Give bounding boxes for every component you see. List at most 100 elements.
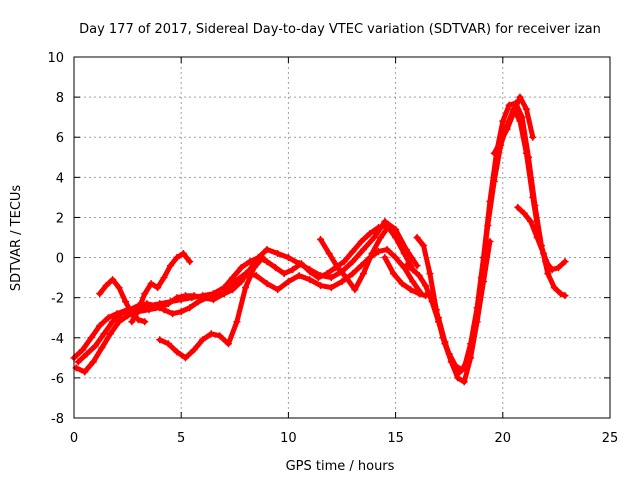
data-point <box>522 149 530 157</box>
x-tick-label: 25 <box>602 431 619 446</box>
x-tick-label: 15 <box>387 431 404 446</box>
series-arc-5 <box>128 250 194 326</box>
data-point <box>190 292 198 300</box>
data-point <box>366 229 374 237</box>
data-point <box>263 280 271 288</box>
data-point <box>359 270 367 278</box>
data-point <box>514 203 522 211</box>
series-arc-6 <box>156 254 267 362</box>
x-tick-label: 10 <box>280 431 297 446</box>
data-point <box>402 262 410 270</box>
data-point <box>96 290 104 298</box>
data-point <box>98 344 106 352</box>
data-point <box>306 266 314 274</box>
data-point <box>181 292 189 300</box>
data-point <box>473 318 481 326</box>
y-tick-label: 6 <box>56 131 64 146</box>
data-point <box>340 258 348 266</box>
x-tick-label: 0 <box>70 431 78 446</box>
data-point <box>561 258 569 266</box>
data-point <box>357 238 365 246</box>
data-point <box>422 282 430 290</box>
data-point <box>522 105 530 113</box>
data-point <box>381 254 389 262</box>
data-point <box>540 250 548 258</box>
y-tick-label: 10 <box>47 51 64 66</box>
data-point <box>349 270 357 278</box>
data-point <box>79 346 87 354</box>
data-point <box>289 266 297 274</box>
data-point <box>550 284 558 292</box>
data-point <box>121 298 129 306</box>
y-axis-label: SDTVAR / TECUs <box>9 185 24 292</box>
data-point <box>242 284 250 292</box>
data-point <box>169 310 177 318</box>
data-point <box>306 276 314 284</box>
data-point <box>83 350 91 358</box>
data-point <box>263 246 271 254</box>
data-point <box>409 278 417 286</box>
data-point <box>415 290 423 298</box>
series-trace <box>515 204 553 273</box>
data-point <box>250 264 258 272</box>
y-tick-label: 8 <box>56 91 64 106</box>
data-point <box>484 221 492 229</box>
data-point <box>147 280 155 288</box>
data-point <box>555 264 563 272</box>
data-point <box>177 308 185 316</box>
data-point <box>486 238 494 246</box>
data-point <box>516 117 524 125</box>
data-point <box>246 258 254 266</box>
data-point <box>102 282 110 290</box>
data-point <box>557 290 565 298</box>
data-point <box>117 310 125 318</box>
y-tick-label: 2 <box>56 211 64 226</box>
y-tick-label: 4 <box>56 171 64 186</box>
data-point <box>109 276 117 284</box>
data-point <box>544 270 552 278</box>
series-arc-12 <box>490 93 537 157</box>
data-point <box>81 368 89 376</box>
data-point <box>134 306 142 314</box>
data-point <box>141 290 149 298</box>
x-tick-label: 5 <box>177 431 185 446</box>
data-point <box>179 250 187 258</box>
data-point <box>447 358 455 366</box>
data-point <box>106 330 114 338</box>
data-point <box>100 330 108 338</box>
data-point <box>409 266 417 274</box>
y-tick-label: -2 <box>51 292 64 307</box>
data-point <box>151 302 159 310</box>
data-point <box>89 358 97 366</box>
data-point <box>173 294 181 302</box>
data-point <box>392 225 400 233</box>
data-point <box>134 316 142 324</box>
x-axis-label: GPS time / hours <box>286 459 395 474</box>
data-point <box>91 342 99 350</box>
data-point <box>338 278 346 286</box>
series-arc-11 <box>434 238 494 386</box>
y-tick-label: -8 <box>51 412 64 427</box>
data-point <box>190 346 198 354</box>
data-point <box>207 330 215 338</box>
y-tick-label: 0 <box>56 252 64 267</box>
data-point <box>143 300 151 308</box>
data-point <box>145 306 153 314</box>
series-arc-8 <box>381 254 430 300</box>
data-point <box>252 272 260 280</box>
plot-frame <box>73 56 611 419</box>
series-trace <box>129 251 193 325</box>
data-point <box>516 93 524 101</box>
data-point <box>374 248 382 256</box>
data-point <box>173 348 181 356</box>
data-point <box>212 292 220 300</box>
data-point <box>402 246 410 254</box>
data-point <box>231 278 239 286</box>
data-point <box>284 278 292 286</box>
series-arc-13 <box>514 203 554 274</box>
data-point <box>166 262 174 270</box>
data-point <box>370 234 378 241</box>
data-point <box>128 318 136 326</box>
data-point <box>87 334 95 342</box>
data-point <box>237 264 245 272</box>
